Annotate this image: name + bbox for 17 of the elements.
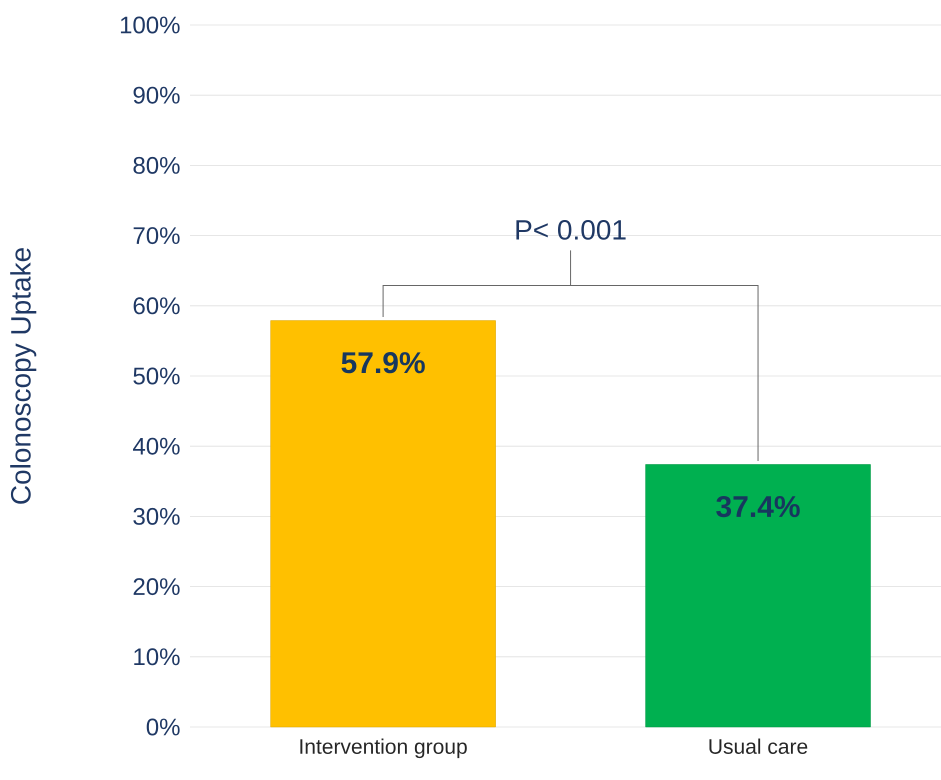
x-tick-label: Usual care [709, 738, 808, 754]
y-tick-label: 80% [133, 156, 180, 174]
y-tick-label: 30% [133, 508, 180, 525]
y-tick-label: 10% [134, 648, 180, 666]
y-tick-label: 20% [134, 578, 180, 596]
y-tick-label: 100% [120, 16, 180, 34]
y-tick-label: 0% [146, 718, 180, 736]
y-tick-label: 90% [134, 86, 180, 104]
data-label: 37.4% [716, 496, 800, 518]
y-tick-label: 40% [132, 438, 180, 455]
data-label: 57.9% [341, 352, 425, 374]
y-tick-label: 60% [134, 297, 180, 314]
annotation: P< 0.001 [516, 220, 626, 240]
y-axis-title: Colonoscopy Uptake [10, 248, 36, 504]
y-tick-label: 50% [133, 367, 180, 384]
x-tick-label: Intervention group [300, 738, 467, 758]
y-tick-label: 70% [134, 227, 180, 244]
